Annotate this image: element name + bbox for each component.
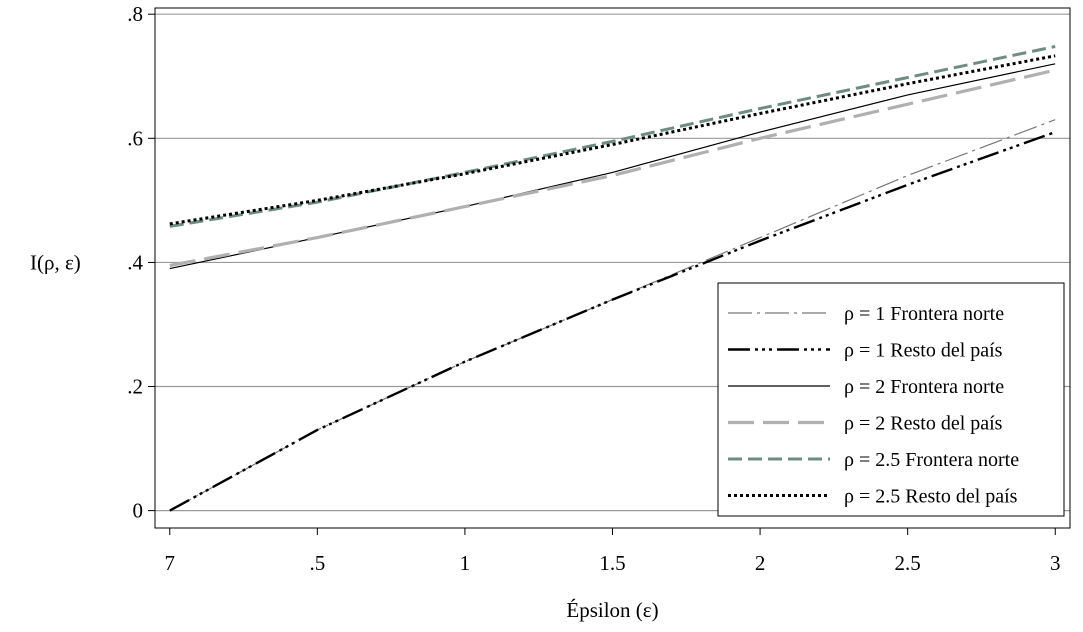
series-line-3 (169, 63, 1056, 270)
x-tick-label: 1.5 (599, 551, 625, 575)
x-axis: 7 .5 1 1.5 2 2.5 3 (165, 528, 1061, 575)
x-tick-label: 2.5 (895, 551, 921, 575)
series-layer (169, 45, 1056, 512)
legend-label-5: ρ = 2.5 Frontera norte (844, 449, 1019, 471)
y-tick-label: .8 (127, 2, 143, 26)
legend-label-6: ρ = 2.5 Resto del país (844, 486, 1018, 508)
series-line-4 (169, 68, 1056, 268)
legend-label-2: ρ = 1 Resto del país (844, 340, 1003, 362)
x-tick-label: 3 (1050, 551, 1061, 575)
legend-label-3: ρ = 2 Frontera norte (844, 376, 1004, 398)
x-tick-label: .5 (309, 551, 325, 575)
x-axis-title: Épsilon (ε) (566, 598, 658, 622)
y-tick-label: 0 (133, 499, 144, 523)
y-tick-label: .2 (127, 375, 143, 399)
series-line-2 (169, 130, 1056, 512)
x-tick-label: 7 (165, 551, 176, 575)
series-line-5 (169, 45, 1056, 228)
legend-box (717, 282, 1065, 517)
series-line-6 (169, 54, 1056, 226)
y-axis: 0 .2 .4 .6 .8 (127, 2, 155, 523)
legend: ρ = 1 Frontera norte ρ = 1 Resto del país… (717, 282, 1065, 517)
y-tick-label: .6 (127, 126, 143, 150)
y-tick-label: .4 (127, 250, 143, 274)
legend-label-1: ρ = 1 Frontera norte (844, 303, 1004, 325)
y-axis-title: I(ρ, ε) (30, 250, 81, 274)
x-tick-label: 1 (460, 551, 471, 575)
legend-label-4: ρ = 2 Resto del país (844, 413, 1003, 435)
x-tick-label: 2 (755, 551, 766, 575)
